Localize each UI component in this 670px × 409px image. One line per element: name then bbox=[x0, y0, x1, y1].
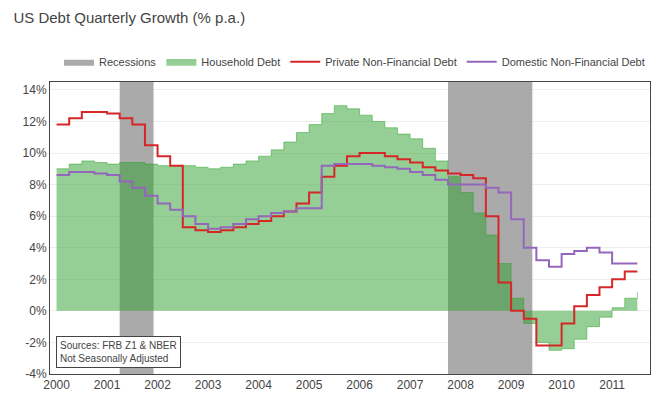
svg-text:2008: 2008 bbox=[447, 378, 474, 392]
svg-text:-2%: -2% bbox=[25, 336, 47, 350]
svg-text:Sources: FRB Z1 & NBERNot Seas: Sources: FRB Z1 & NBERNot Seasonally Adj… bbox=[60, 340, 177, 364]
svg-text:Recessions: Recessions bbox=[99, 56, 156, 68]
svg-text:2006: 2006 bbox=[346, 378, 373, 392]
svg-text:2005: 2005 bbox=[296, 378, 323, 392]
svg-text:2004: 2004 bbox=[245, 378, 272, 392]
svg-text:Private Non-Financial Debt: Private Non-Financial Debt bbox=[325, 56, 456, 68]
svg-text:2001: 2001 bbox=[94, 378, 121, 392]
svg-text:Household Debt: Household Debt bbox=[201, 56, 280, 68]
svg-text:6%: 6% bbox=[29, 209, 47, 223]
svg-text:0%: 0% bbox=[29, 304, 47, 318]
svg-text:2011: 2011 bbox=[599, 378, 625, 392]
svg-text:4%: 4% bbox=[29, 241, 47, 255]
svg-text:2002: 2002 bbox=[144, 378, 171, 392]
svg-text:12%: 12% bbox=[23, 115, 47, 129]
svg-text:2009: 2009 bbox=[498, 378, 525, 392]
svg-text:14%: 14% bbox=[23, 83, 47, 97]
svg-text:2000: 2000 bbox=[43, 378, 70, 392]
svg-text:10%: 10% bbox=[23, 146, 47, 160]
svg-text:2007: 2007 bbox=[397, 378, 424, 392]
svg-text:US Debt Quarterly Growth (% p.: US Debt Quarterly Growth (% p.a.) bbox=[13, 9, 245, 26]
svg-text:2%: 2% bbox=[29, 273, 47, 287]
svg-text:8%: 8% bbox=[29, 178, 47, 192]
svg-text:2010: 2010 bbox=[548, 378, 575, 392]
svg-text:-4%: -4% bbox=[25, 367, 47, 381]
svg-text:Domestic Non-Financial Debt: Domestic Non-Financial Debt bbox=[502, 56, 645, 68]
svg-text:2003: 2003 bbox=[195, 378, 222, 392]
